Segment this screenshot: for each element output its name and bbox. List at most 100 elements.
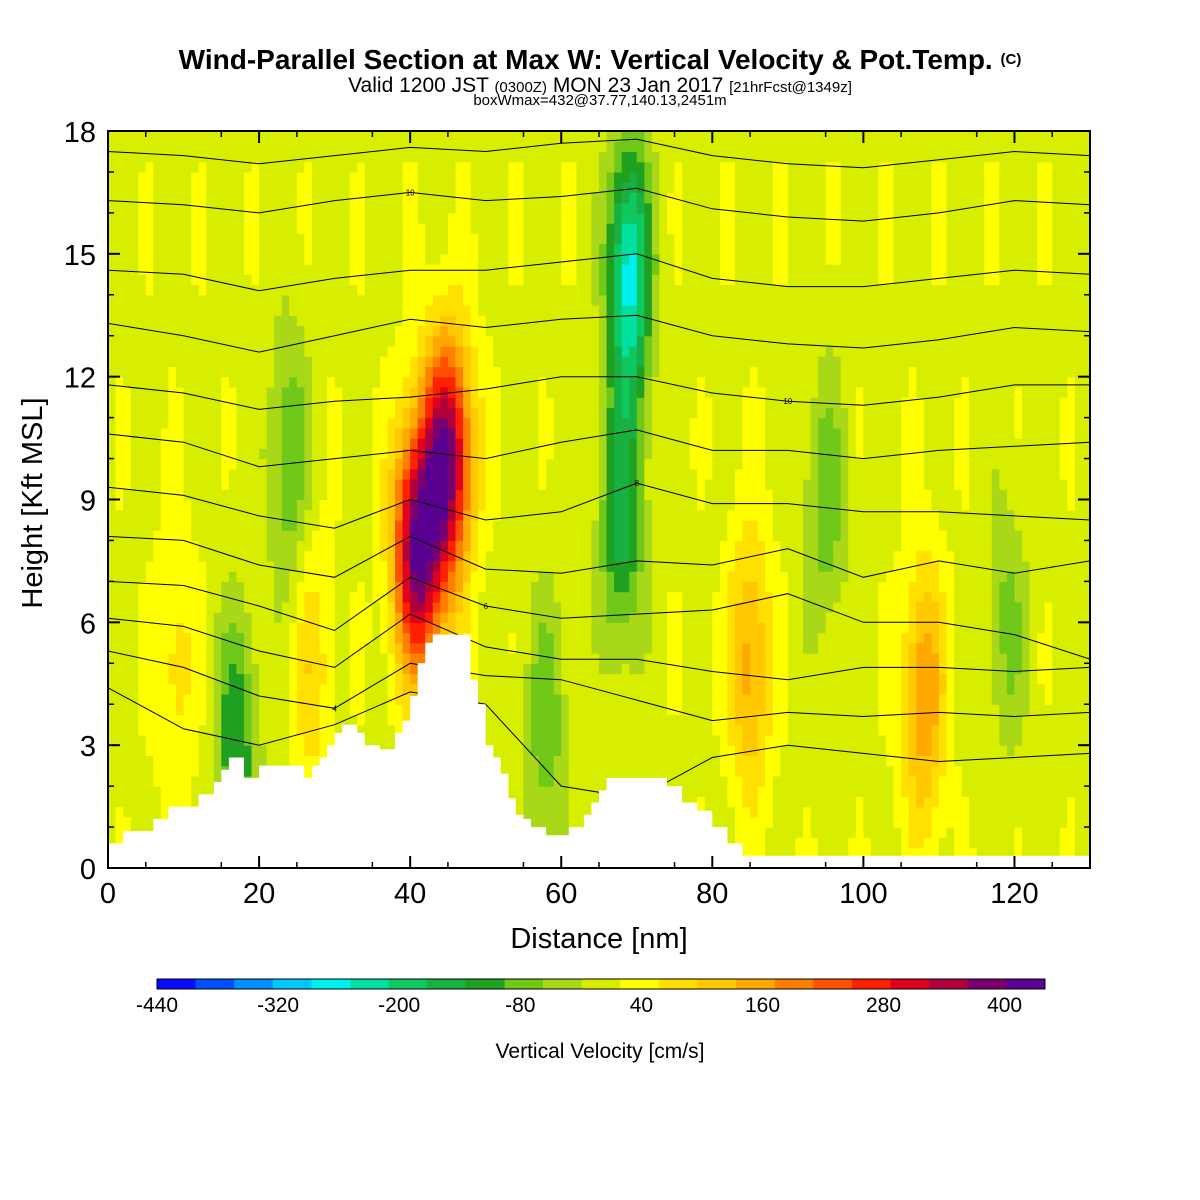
field-cell	[410, 192, 419, 204]
field-cell	[274, 540, 283, 552]
field-cell	[568, 407, 577, 419]
field-cell	[311, 642, 321, 654]
field-cell	[531, 356, 540, 368]
field-cell	[364, 519, 373, 531]
field-cell	[274, 243, 283, 255]
field-cell	[266, 315, 275, 327]
field-cell	[123, 427, 132, 439]
field-cell	[387, 509, 396, 521]
field-cell	[123, 345, 132, 357]
field-cell	[206, 325, 215, 337]
field-cell	[296, 591, 305, 603]
field-cell	[606, 171, 615, 183]
field-cell	[198, 182, 207, 194]
field-cell	[183, 335, 192, 347]
field-cell	[546, 540, 555, 552]
field-cell	[304, 417, 313, 429]
field-cell	[198, 202, 207, 214]
field-cell	[236, 182, 245, 194]
field-cell	[447, 182, 457, 194]
field-cell	[508, 376, 517, 388]
field-cell	[123, 407, 132, 419]
field-cell	[304, 325, 313, 337]
field-cell	[236, 386, 245, 398]
field-cell	[591, 509, 600, 521]
field-cell	[191, 632, 200, 644]
field-cell	[576, 212, 585, 224]
field-cell	[130, 642, 139, 654]
field-cell	[213, 386, 222, 398]
field-cell	[463, 192, 472, 204]
field-cell	[281, 376, 290, 388]
field-cell	[546, 612, 555, 623]
field-cell	[198, 386, 207, 398]
field-cell	[145, 714, 154, 726]
field-cell	[379, 386, 389, 398]
field-cell	[410, 673, 419, 685]
field-cell	[599, 612, 608, 623]
field-cell	[289, 192, 298, 204]
field-cell	[138, 458, 147, 470]
field-cell	[500, 571, 509, 582]
field-cell	[251, 755, 260, 767]
field-cell	[289, 233, 298, 245]
field-cell	[198, 745, 207, 757]
field-cell	[319, 243, 328, 255]
field-cell	[621, 673, 630, 685]
field-cell	[621, 571, 630, 582]
field-cell	[357, 704, 366, 716]
field-cell	[296, 734, 305, 746]
field-cell	[432, 581, 441, 593]
field-cell	[364, 724, 373, 736]
field-cell	[153, 171, 162, 183]
field-cell	[357, 397, 366, 408]
field-cell	[470, 601, 479, 613]
field-cell	[561, 366, 570, 378]
field-cell	[364, 356, 373, 368]
field-cell	[417, 141, 426, 153]
field-cell	[591, 734, 600, 746]
field-cell	[357, 335, 366, 347]
field-cell	[349, 366, 358, 378]
field-cell	[402, 192, 411, 204]
field-cell	[319, 642, 328, 654]
field-cell	[130, 305, 139, 316]
field-cell	[485, 294, 494, 306]
field-cell	[108, 284, 117, 296]
field-cell	[515, 775, 525, 787]
field-cell	[153, 151, 162, 163]
field-cell	[289, 519, 298, 531]
field-cell	[538, 376, 547, 388]
field-cell	[614, 356, 623, 368]
field-cell	[213, 601, 222, 613]
field-cell	[372, 366, 381, 378]
field-cell	[266, 407, 275, 419]
field-cell	[410, 601, 419, 613]
field-cell	[379, 591, 389, 603]
field-cell	[138, 335, 147, 347]
field-cell	[447, 131, 457, 142]
field-cell	[349, 305, 358, 316]
field-cell	[334, 653, 343, 664]
field-cell	[175, 182, 185, 194]
field-cell	[175, 724, 185, 736]
field-cell	[115, 438, 124, 449]
field-cell	[153, 550, 162, 562]
field-cell	[561, 499, 570, 511]
field-cell	[372, 427, 381, 439]
field-cell	[523, 253, 532, 265]
field-cell	[515, 468, 525, 480]
field-cell	[221, 734, 230, 746]
field-cell	[266, 755, 275, 767]
field-cell	[546, 796, 555, 808]
field-cell	[387, 714, 396, 726]
field-cell	[372, 509, 381, 521]
field-cell	[553, 438, 562, 449]
field-cell	[296, 161, 305, 173]
field-cell	[478, 673, 487, 685]
field-cell	[515, 366, 525, 378]
field-cell	[621, 325, 630, 337]
field-cell	[576, 151, 585, 163]
field-cell	[221, 407, 230, 419]
field-cell	[364, 591, 373, 603]
